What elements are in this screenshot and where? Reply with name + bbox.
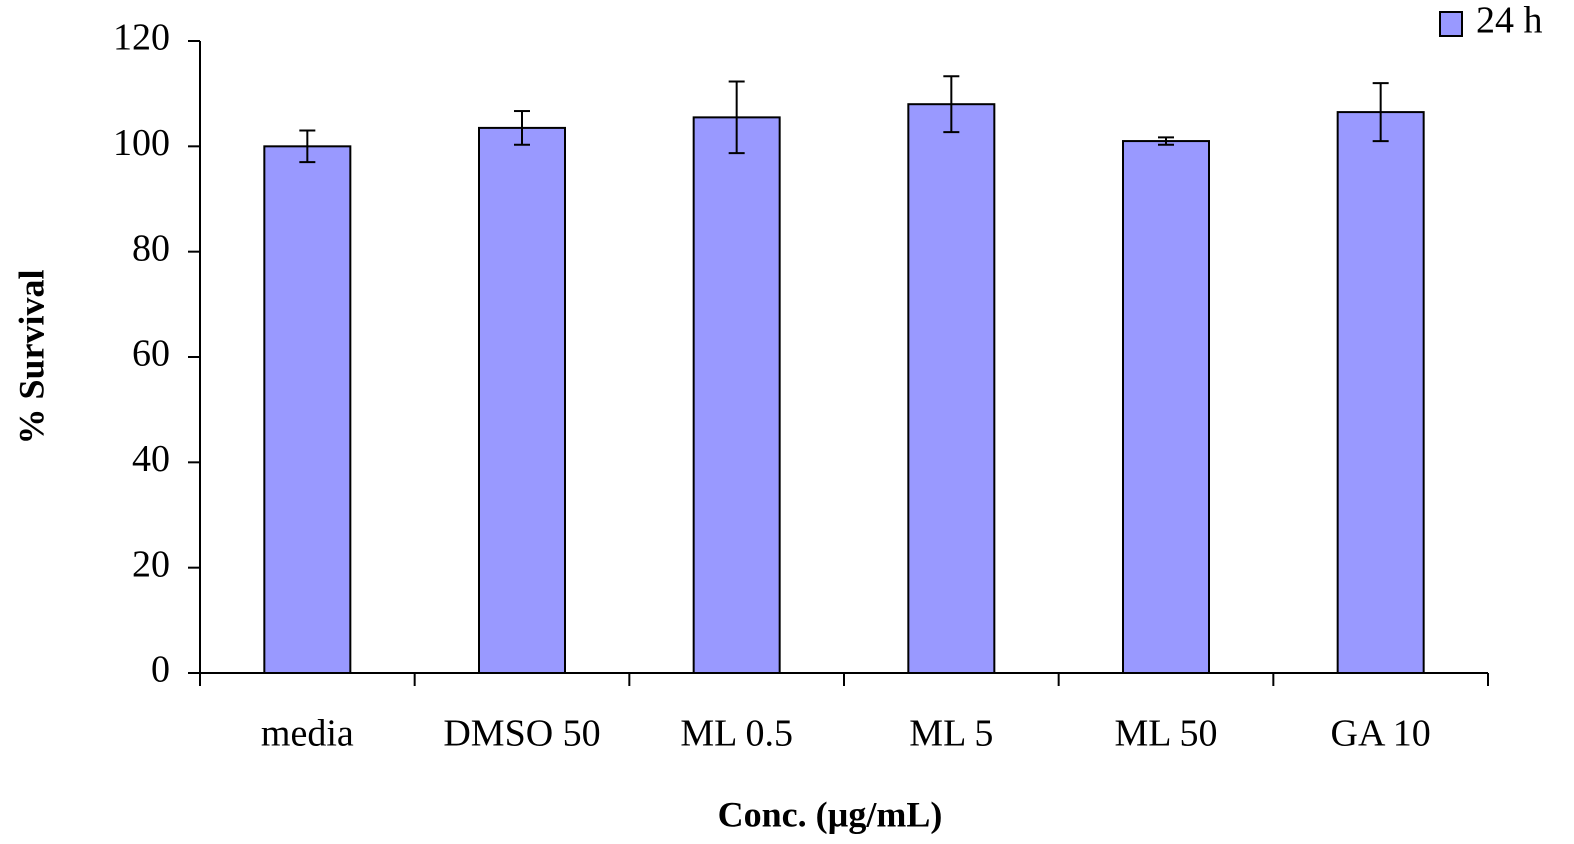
y-tick-label: 40 — [132, 438, 170, 480]
bar — [264, 146, 350, 673]
bar — [479, 128, 565, 673]
bar — [908, 104, 994, 673]
legend-swatch — [1440, 12, 1462, 36]
y-tick-label: 120 — [113, 17, 170, 59]
y-tick-label: 0 — [151, 649, 170, 691]
y-tick-label: 60 — [132, 333, 170, 375]
legend-label: 24 h — [1476, 0, 1543, 42]
y-tick-label: 80 — [132, 227, 170, 269]
page: Conc. (µg/mL) % Survival 0 20 40 60 80 100 120… — [0, 0, 1574, 844]
chart: Conc. (µg/mL) % Survival 0 20 40 60 80 100 120… — [0, 0, 1574, 844]
bar — [694, 117, 780, 673]
x-tick-label: ML 50 — [1114, 713, 1217, 755]
x-tick-label: media — [261, 713, 354, 755]
x-tick-label: GA 10 — [1331, 713, 1431, 755]
y-tick-label: 20 — [132, 543, 170, 585]
x-tick-label: ML 0.5 — [680, 713, 793, 755]
x-tick-label: DMSO 50 — [443, 713, 600, 755]
x-axis-label: Conc. (µg/mL) — [718, 794, 943, 834]
bar — [1338, 112, 1424, 673]
bar — [1123, 141, 1209, 673]
x-tick-label: ML 5 — [909, 713, 993, 755]
y-tick-label: 100 — [113, 122, 170, 164]
y-axis-label: % Survival — [11, 269, 51, 444]
